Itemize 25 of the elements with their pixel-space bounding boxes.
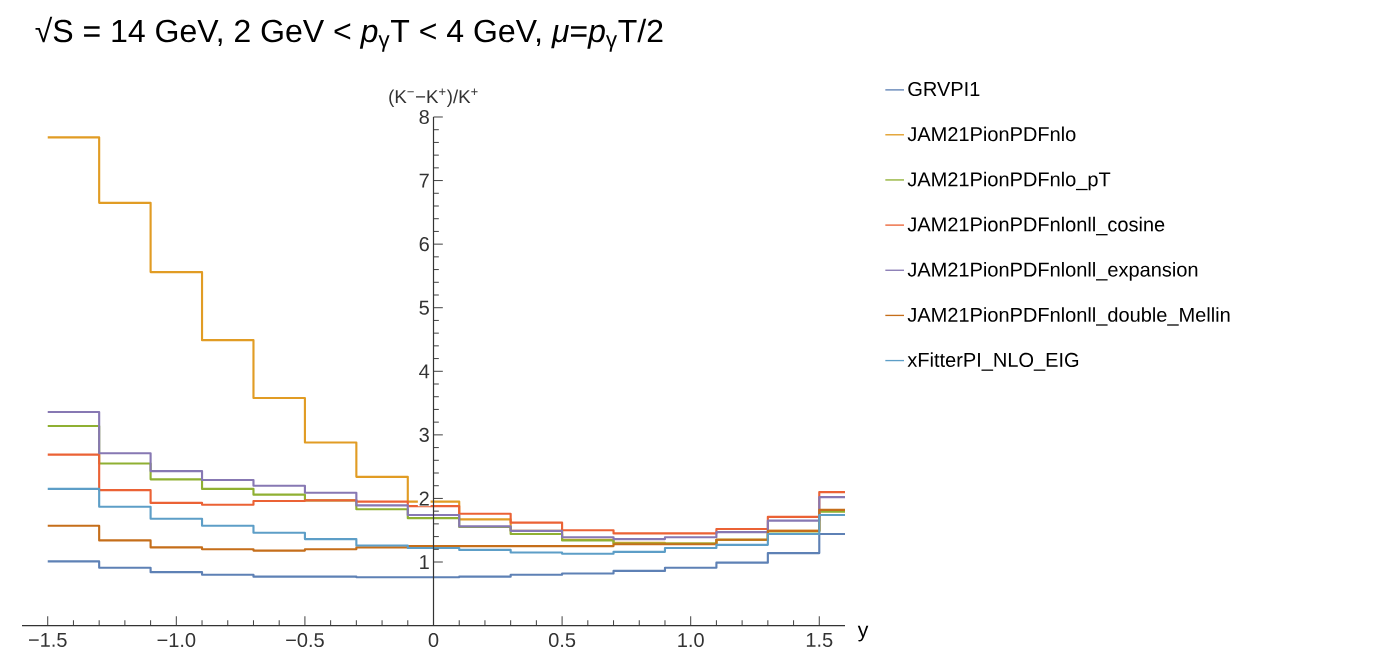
y-tick-label: 4 (419, 364, 430, 379)
x-tick-label: −0.5 (286, 632, 324, 648)
x-axis-title: y (857, 625, 869, 642)
y-tick-label: 2 (419, 491, 429, 506)
y-tick-label: 7 (419, 173, 429, 188)
legend-label: xFitterPI_NLO_EIG (907, 352, 1079, 371)
x-tick-label: 1.5 (806, 632, 833, 647)
legend-label: GRVPI1 (908, 81, 980, 97)
y-tick-label: 5 (419, 300, 429, 315)
y-tick-label: 3 (419, 427, 429, 442)
x-tick-label: −1.5 (28, 632, 67, 647)
legend-label: JAM21PionPDFnlo (907, 126, 1076, 142)
legend-label: JAM21PionPDFnlo_pT (907, 171, 1111, 191)
legend-label: JAM21PionPDFnlonll_expansion (907, 262, 1198, 281)
y-tick-label: 6 (419, 237, 429, 252)
legend-label: JAM21PionPDFnlonll_double_Mellin (907, 307, 1230, 326)
x-tick-label: 0.5 (548, 632, 576, 648)
y-tick-label: 1 (420, 555, 429, 569)
y-tick-label: 8 (419, 109, 429, 125)
legend-label: JAM21PionPDFnlonll_cosine (907, 216, 1165, 236)
y-axis-title: (K$^{−}$−K$^{+}$)/K$^{+}$ (389, 88, 478, 107)
x-tick-label: 1.0 (678, 632, 704, 648)
chart-title: √S = 14 GeV, 2 GeV < p$_{γ}$T < 4 GeV, μ=p$_{γ}$T/2 (35, 16, 663, 52)
x-tick-label: 0 (428, 632, 439, 648)
x-tick-label: −1.0 (157, 632, 196, 648)
